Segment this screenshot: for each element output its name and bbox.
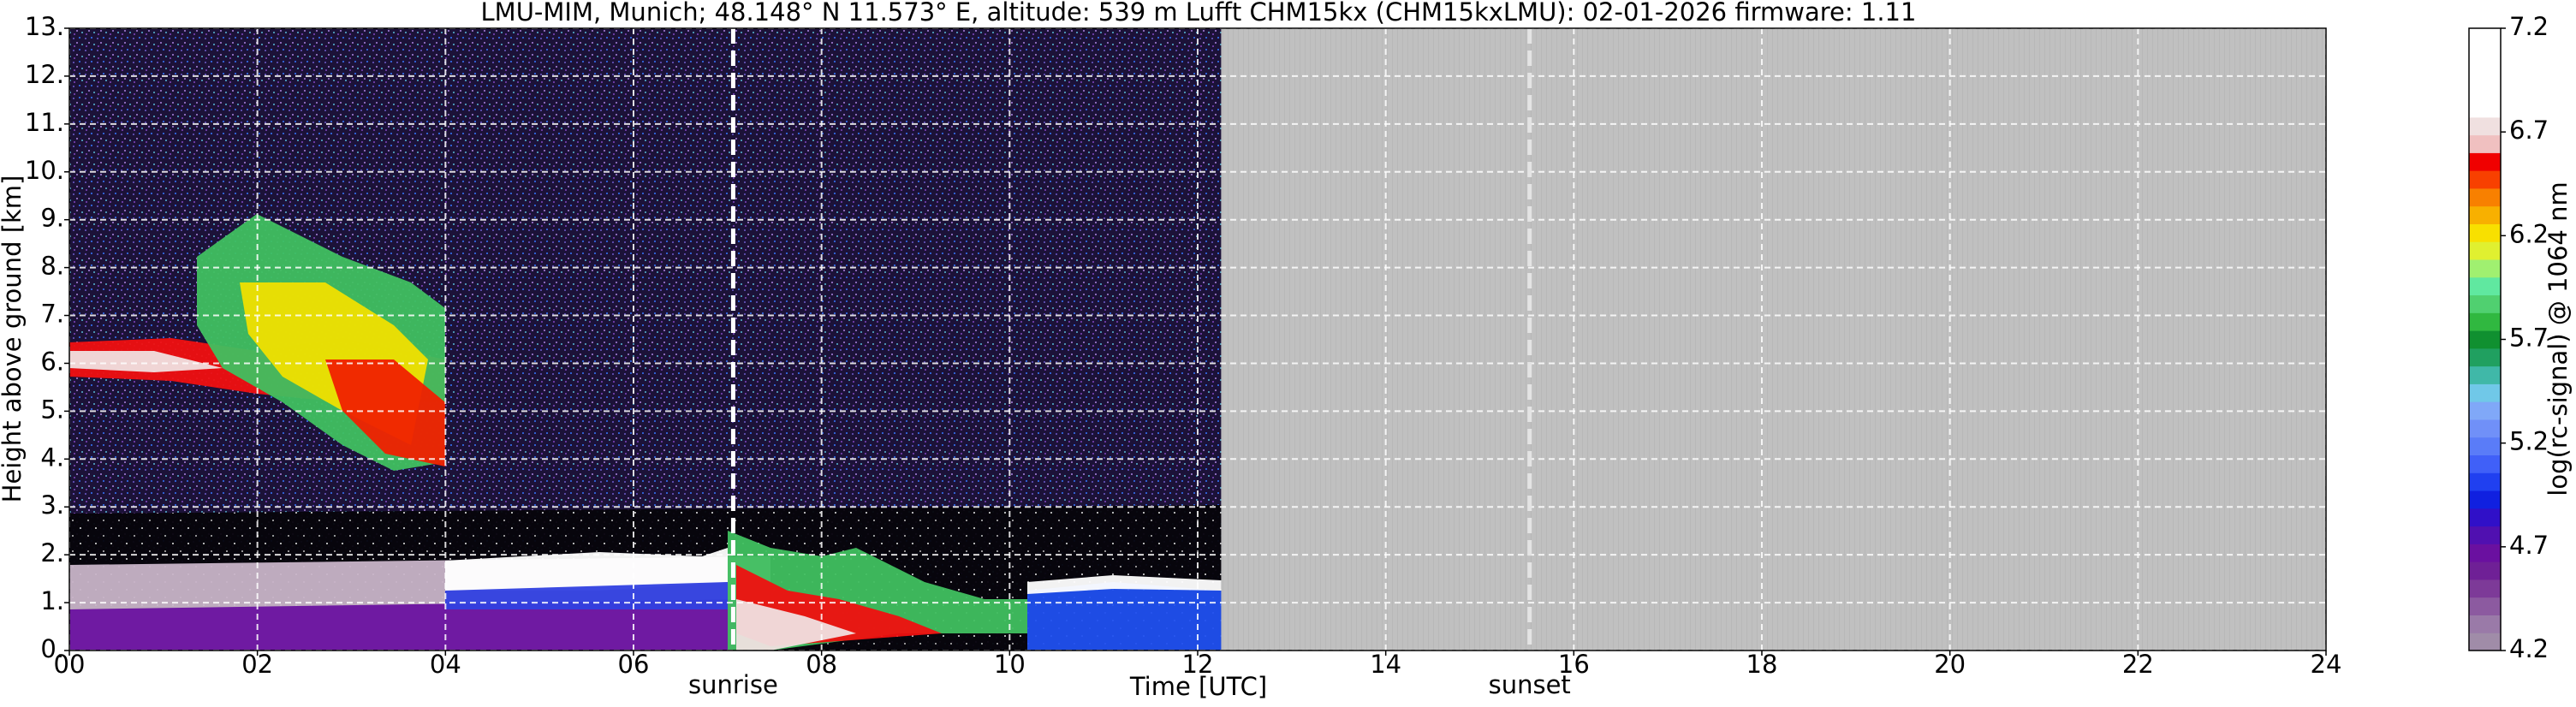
chart-title: LMU-MIM, Munich; 48.148° N 11.573° E, al…	[481, 0, 1917, 27]
x-tick-label: 10	[994, 650, 1026, 679]
colorbar-segment	[2469, 348, 2501, 367]
y-tick-label: 13.	[25, 12, 64, 41]
colorbar-tick-label: 4.2	[2509, 634, 2549, 663]
colorbar-tick-label: 6.7	[2509, 116, 2549, 145]
colorbar-segment	[2469, 294, 2501, 313]
x-tick-label: 14	[1370, 650, 1401, 679]
colorbar-segment	[2469, 28, 2501, 47]
signal-feature	[736, 599, 856, 651]
annotation-label: sunset	[1489, 670, 1571, 699]
signal-feature	[69, 351, 223, 372]
x-tick-label: 20	[1934, 650, 1966, 679]
axes: 00 02 04 06 08 10 12 14 16 18 20 22 24 0. 1. 2. 3. 4. 5. 6.…	[25, 12, 2549, 699]
y-tick-label: 3.	[40, 490, 64, 520]
colorbar-segment	[2469, 383, 2501, 402]
y-axis-label: Height above ground [km]	[0, 175, 27, 503]
colorbar-segment	[2469, 205, 2501, 224]
y-tick-label: 2.	[40, 538, 64, 567]
colorbar-tick-label: 5.7	[2509, 324, 2549, 353]
signal-feature	[1027, 575, 1222, 594]
colorbar-segment	[2469, 561, 2501, 580]
x-tick-label: 02	[241, 650, 273, 679]
x-tick-label: 22	[2122, 650, 2154, 679]
y-tick-label: 12.	[25, 60, 64, 89]
colorbar-segment	[2469, 241, 2501, 260]
x-tick-label: 12	[1182, 650, 1214, 679]
y-tick-label: 4.	[40, 443, 64, 472]
colorbar-segment	[2469, 579, 2501, 598]
colorbar-tick-label: 4.7	[2509, 531, 2549, 560]
y-tick-label: 11.	[25, 108, 64, 137]
colorbar-segment	[2469, 223, 2501, 242]
y-tick-label: 0.	[40, 634, 64, 663]
colorbar-segment	[2469, 63, 2501, 82]
plot-frame	[68, 27, 2327, 651]
x-axis-label: Time [UTC]	[1129, 672, 1267, 701]
x-tick-label: 06	[618, 650, 650, 679]
colorbar-segment	[2469, 45, 2501, 65]
colorbar-label: log(rc-signal) @ 1064 nm	[2543, 181, 2573, 496]
colorbar-segment	[2469, 116, 2501, 136]
colorbar-segment	[2469, 81, 2501, 100]
colorbar-segment	[2469, 454, 2501, 473]
colorbar-segment	[2469, 615, 2501, 633]
colorbar-segment	[2469, 526, 2501, 544]
colorbar-segment	[2469, 490, 2501, 509]
colorbar-segment	[2469, 276, 2501, 296]
y-tick-label: 1.	[40, 586, 64, 615]
colorbar-segment	[2469, 99, 2501, 118]
colorbar-segment	[2469, 597, 2501, 615]
annotation-label: sunrise	[688, 670, 778, 699]
y-tick-label: 8.	[40, 252, 64, 281]
signal-image	[69, 28, 2326, 651]
x-tick-label: 24	[2311, 650, 2342, 679]
no-data-region	[1221, 28, 2326, 651]
y-tick-label: 10.	[25, 156, 64, 185]
colorbar-segment	[2469, 259, 2501, 278]
x-tick-label: 16	[1558, 650, 1590, 679]
colorbar-segment	[2469, 170, 2501, 189]
colorbar-segment	[2469, 544, 2501, 562]
y-tick-label: 5.	[40, 395, 64, 424]
signal-feature	[325, 359, 445, 466]
colorbar-segment	[2469, 152, 2501, 171]
signal-feature	[1027, 582, 1222, 651]
colorbar-segment	[2469, 437, 2501, 456]
colorbar-segment	[2469, 472, 2501, 491]
x-tick-label: 18	[1746, 650, 1778, 679]
colorbar-segment	[2469, 365, 2501, 384]
colorbar-segment	[2469, 187, 2501, 207]
colorbar-segment	[2469, 508, 2501, 527]
signal-feature	[69, 599, 753, 651]
colorbar-segment	[2469, 312, 2501, 331]
y-tick-label: 6.	[40, 347, 64, 376]
colorbar-tick-label: 6.2	[2509, 219, 2549, 248]
colorbar-tick-label: 5.2	[2509, 427, 2549, 456]
signal-feature	[445, 548, 728, 591]
x-tick-label: 00	[54, 650, 86, 679]
colorbar-segment	[2469, 330, 2501, 349]
colorbar-segment	[2469, 633, 2501, 651]
colorbar-tick-label: 7.2	[2509, 12, 2549, 41]
y-tick-label: 7.	[40, 300, 64, 329]
colorbar-segment	[2469, 134, 2501, 153]
colorbar-segment	[2469, 419, 2501, 438]
x-tick-label: 08	[806, 650, 837, 679]
x-tick-label: 04	[430, 650, 461, 679]
y-tick-label: 9.	[40, 204, 64, 233]
colorbar-segment	[2469, 401, 2501, 420]
